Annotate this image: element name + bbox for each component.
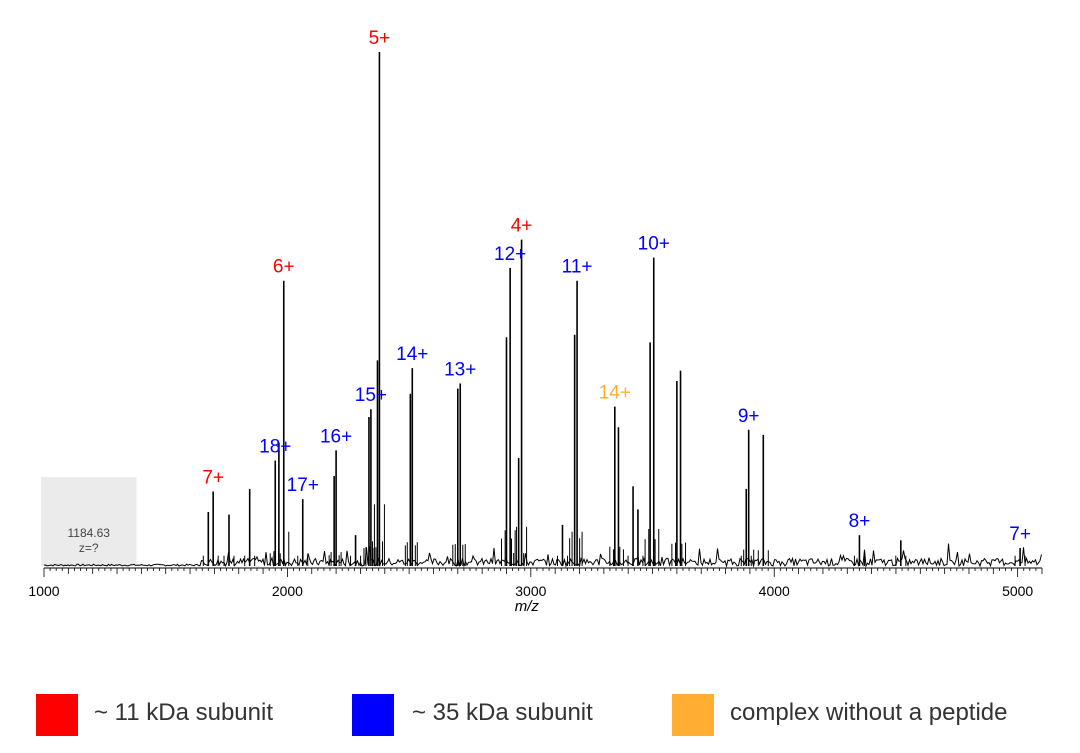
noise-region-box: [41, 477, 137, 566]
x-axis-title: m/z: [515, 598, 540, 615]
x-axis-tick-label: 4000: [759, 583, 790, 599]
peak-label: 5+: [369, 28, 391, 49]
peak-label: 12+: [494, 244, 526, 265]
x-axis: 1000 2000 3000 4000 5000: [28, 567, 1043, 599]
peak-label: 9+: [738, 406, 760, 427]
legend: ~ 11 kDa subunit ~ 35 kDa subunit comple…: [36, 690, 1076, 740]
legend-swatch-small-subunit: [36, 694, 78, 736]
peak-label: 4+: [511, 216, 533, 237]
peaks-layer: [202, 52, 1026, 566]
peak-labels-layer: 7+ 18+ 6+ 17+ 16+15+ 5+ 14+ 13+ 12+ 4+ 11+ 14+ 10+ 9+…: [202, 28, 1031, 545]
legend-label-complex: complex without a peptide: [730, 699, 1008, 726]
legend-swatch-complex: [672, 694, 714, 736]
noise-region-charge-label: z=?: [79, 541, 99, 555]
peak-label: 13+: [444, 360, 476, 381]
peak-label: 18+: [259, 437, 291, 458]
peak-label: 14+: [396, 344, 428, 365]
legend-label-large-subunit: ~ 35 kDa subunit: [412, 699, 593, 726]
legend-swatch-large-subunit: [352, 694, 394, 736]
peak-label: 7+: [1009, 524, 1031, 545]
noise-region-mz-label: 1184.63: [67, 526, 110, 540]
peak-label: 15+: [355, 385, 387, 406]
peak-label: 14+: [599, 383, 631, 404]
peak-label: 10+: [638, 234, 670, 255]
peak-label: 17+: [287, 475, 319, 496]
x-axis-tick-label: 2000: [272, 583, 303, 599]
x-axis-tick-label: 5000: [1002, 583, 1033, 599]
legend-label-small-subunit: ~ 11 kDa subunit: [94, 699, 274, 726]
peak-label: 6+: [273, 257, 295, 278]
peak-label: 7+: [202, 467, 224, 488]
x-axis-tick-label: 1000: [28, 583, 59, 599]
spectrum-trace: [43, 543, 1042, 568]
peak-label: 11+: [562, 257, 593, 278]
x-axis-tick-label: 3000: [515, 583, 546, 599]
peak-label: 16+: [320, 426, 352, 447]
peak-label: 8+: [849, 511, 871, 532]
